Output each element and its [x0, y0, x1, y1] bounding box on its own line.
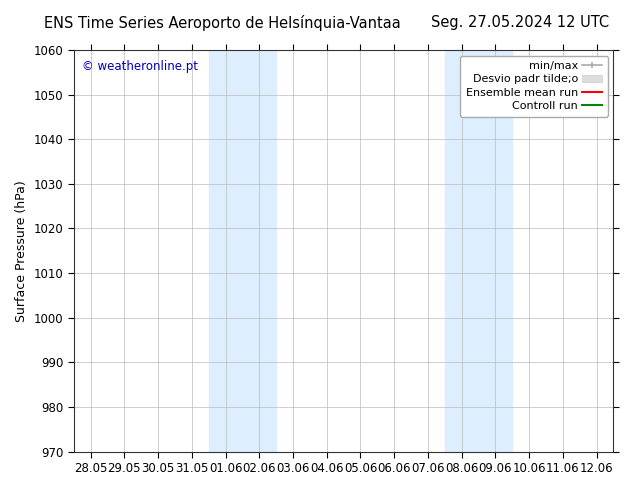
Text: © weatheronline.pt: © weatheronline.pt	[82, 60, 198, 73]
Bar	[209, 50, 276, 452]
Legend: min/max, Desvio padr tilde;o, Ensemble mean run, Controll run: min/max, Desvio padr tilde;o, Ensemble m…	[460, 55, 608, 117]
Y-axis label: Surface Pressure (hPa): Surface Pressure (hPa)	[15, 180, 28, 321]
Bar	[445, 50, 512, 452]
Text: Seg. 27.05.2024 12 UTC: Seg. 27.05.2024 12 UTC	[431, 15, 609, 30]
Text: ENS Time Series Aeroporto de Helsínquia-Vantaa: ENS Time Series Aeroporto de Helsínquia-…	[44, 15, 400, 31]
